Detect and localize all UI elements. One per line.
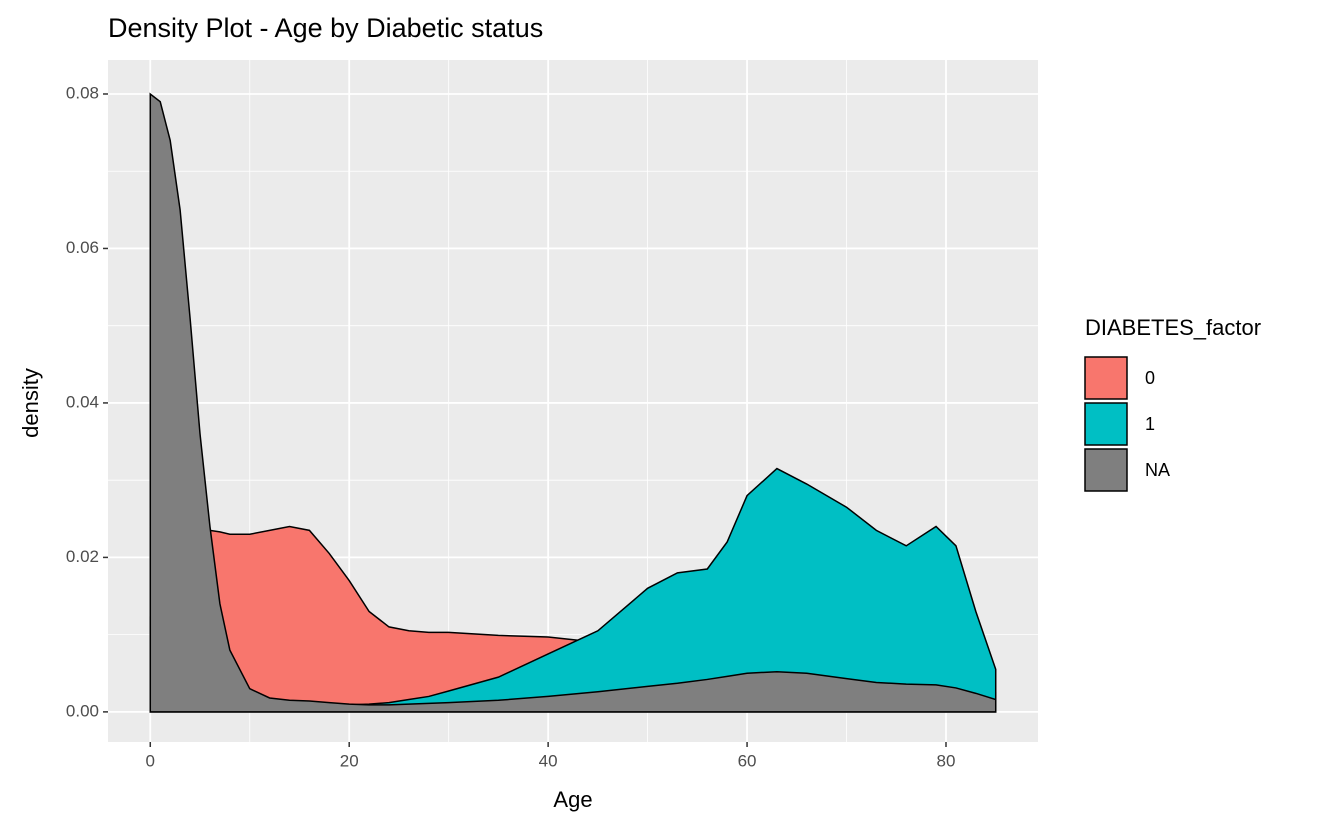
legend-key [1084,402,1128,446]
y-axis-title: density [18,368,43,438]
density-area [149,92,997,713]
x-tick-label: 0 [146,751,155,770]
y-tick-label: 0.08 [66,83,99,102]
y-tick-label: 0.06 [66,238,99,257]
y-tick-label: 0.04 [66,392,99,411]
chart-title: Density Plot - Age by Diabetic status [108,13,543,43]
x-tick-label: 80 [937,751,956,770]
legend-title: DIABETES_factor [1085,315,1261,340]
y-tick-label: 0.02 [66,547,99,566]
x-tick-label: 60 [738,751,757,770]
legend-label: NA [1145,460,1170,480]
legend-label: 0 [1145,368,1155,388]
x-tick-label: 20 [340,751,359,770]
legend-key [1084,448,1128,492]
legend-label: 1 [1145,414,1155,434]
legend-key [1084,356,1128,400]
x-tick-label: 40 [539,751,558,770]
y-tick-label: 0.00 [66,701,99,720]
x-axis-title: Age [553,787,592,812]
